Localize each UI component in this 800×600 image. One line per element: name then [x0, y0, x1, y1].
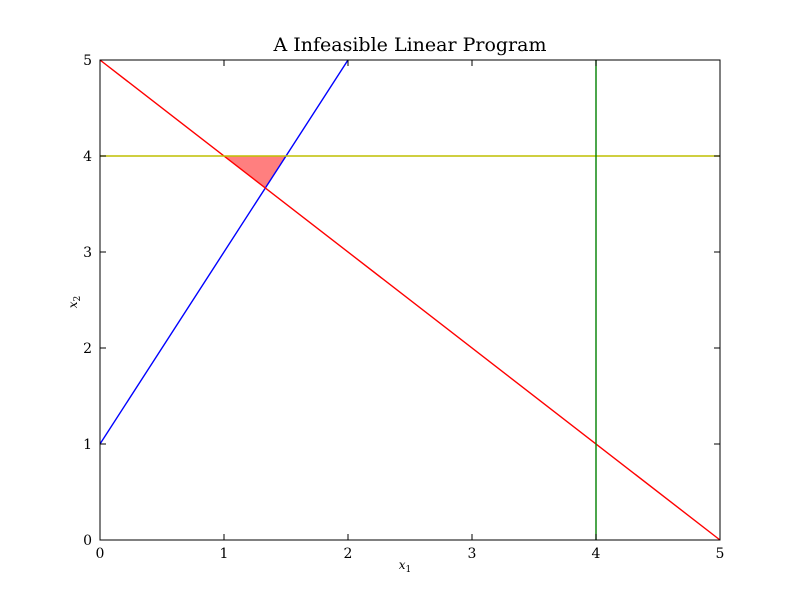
- y-axis-label: x2: [66, 296, 83, 309]
- x-tick-label: 3: [468, 546, 477, 562]
- chart-title: A Infeasible Linear Program: [273, 34, 547, 56]
- x-tick-label: 2: [344, 546, 353, 562]
- x-tick-label: 5: [716, 546, 725, 562]
- constraint-line-2: [99, 59, 721, 541]
- y-axis-label-subscript: 2: [73, 296, 83, 302]
- x-axis-label-main: x: [399, 558, 406, 572]
- y-tick-label: 3: [83, 245, 92, 261]
- y-tick-label: 5: [83, 53, 92, 69]
- x-axis-label: x1: [399, 558, 412, 575]
- y-axis-label-main: x: [66, 301, 80, 308]
- axis-ticks: 0 1 2 3 4 5 0 1 2 3 4 5: [83, 53, 724, 562]
- plot-area: [99, 59, 721, 541]
- y-tick-label: 0: [83, 533, 92, 549]
- x-axis-label-subscript: 1: [406, 565, 412, 575]
- constraint-line-1: [99, 59, 349, 445]
- x-tick-label: 0: [96, 546, 105, 562]
- x-tick-label: 4: [592, 546, 601, 562]
- plot-frame: [99, 59, 721, 541]
- x-tick-label: 1: [220, 546, 229, 562]
- y-tick-label: 4: [83, 149, 92, 165]
- y-tick-label: 2: [83, 341, 92, 357]
- y-tick-label: 1: [83, 437, 92, 453]
- shaded-feasible-region: [224, 156, 286, 188]
